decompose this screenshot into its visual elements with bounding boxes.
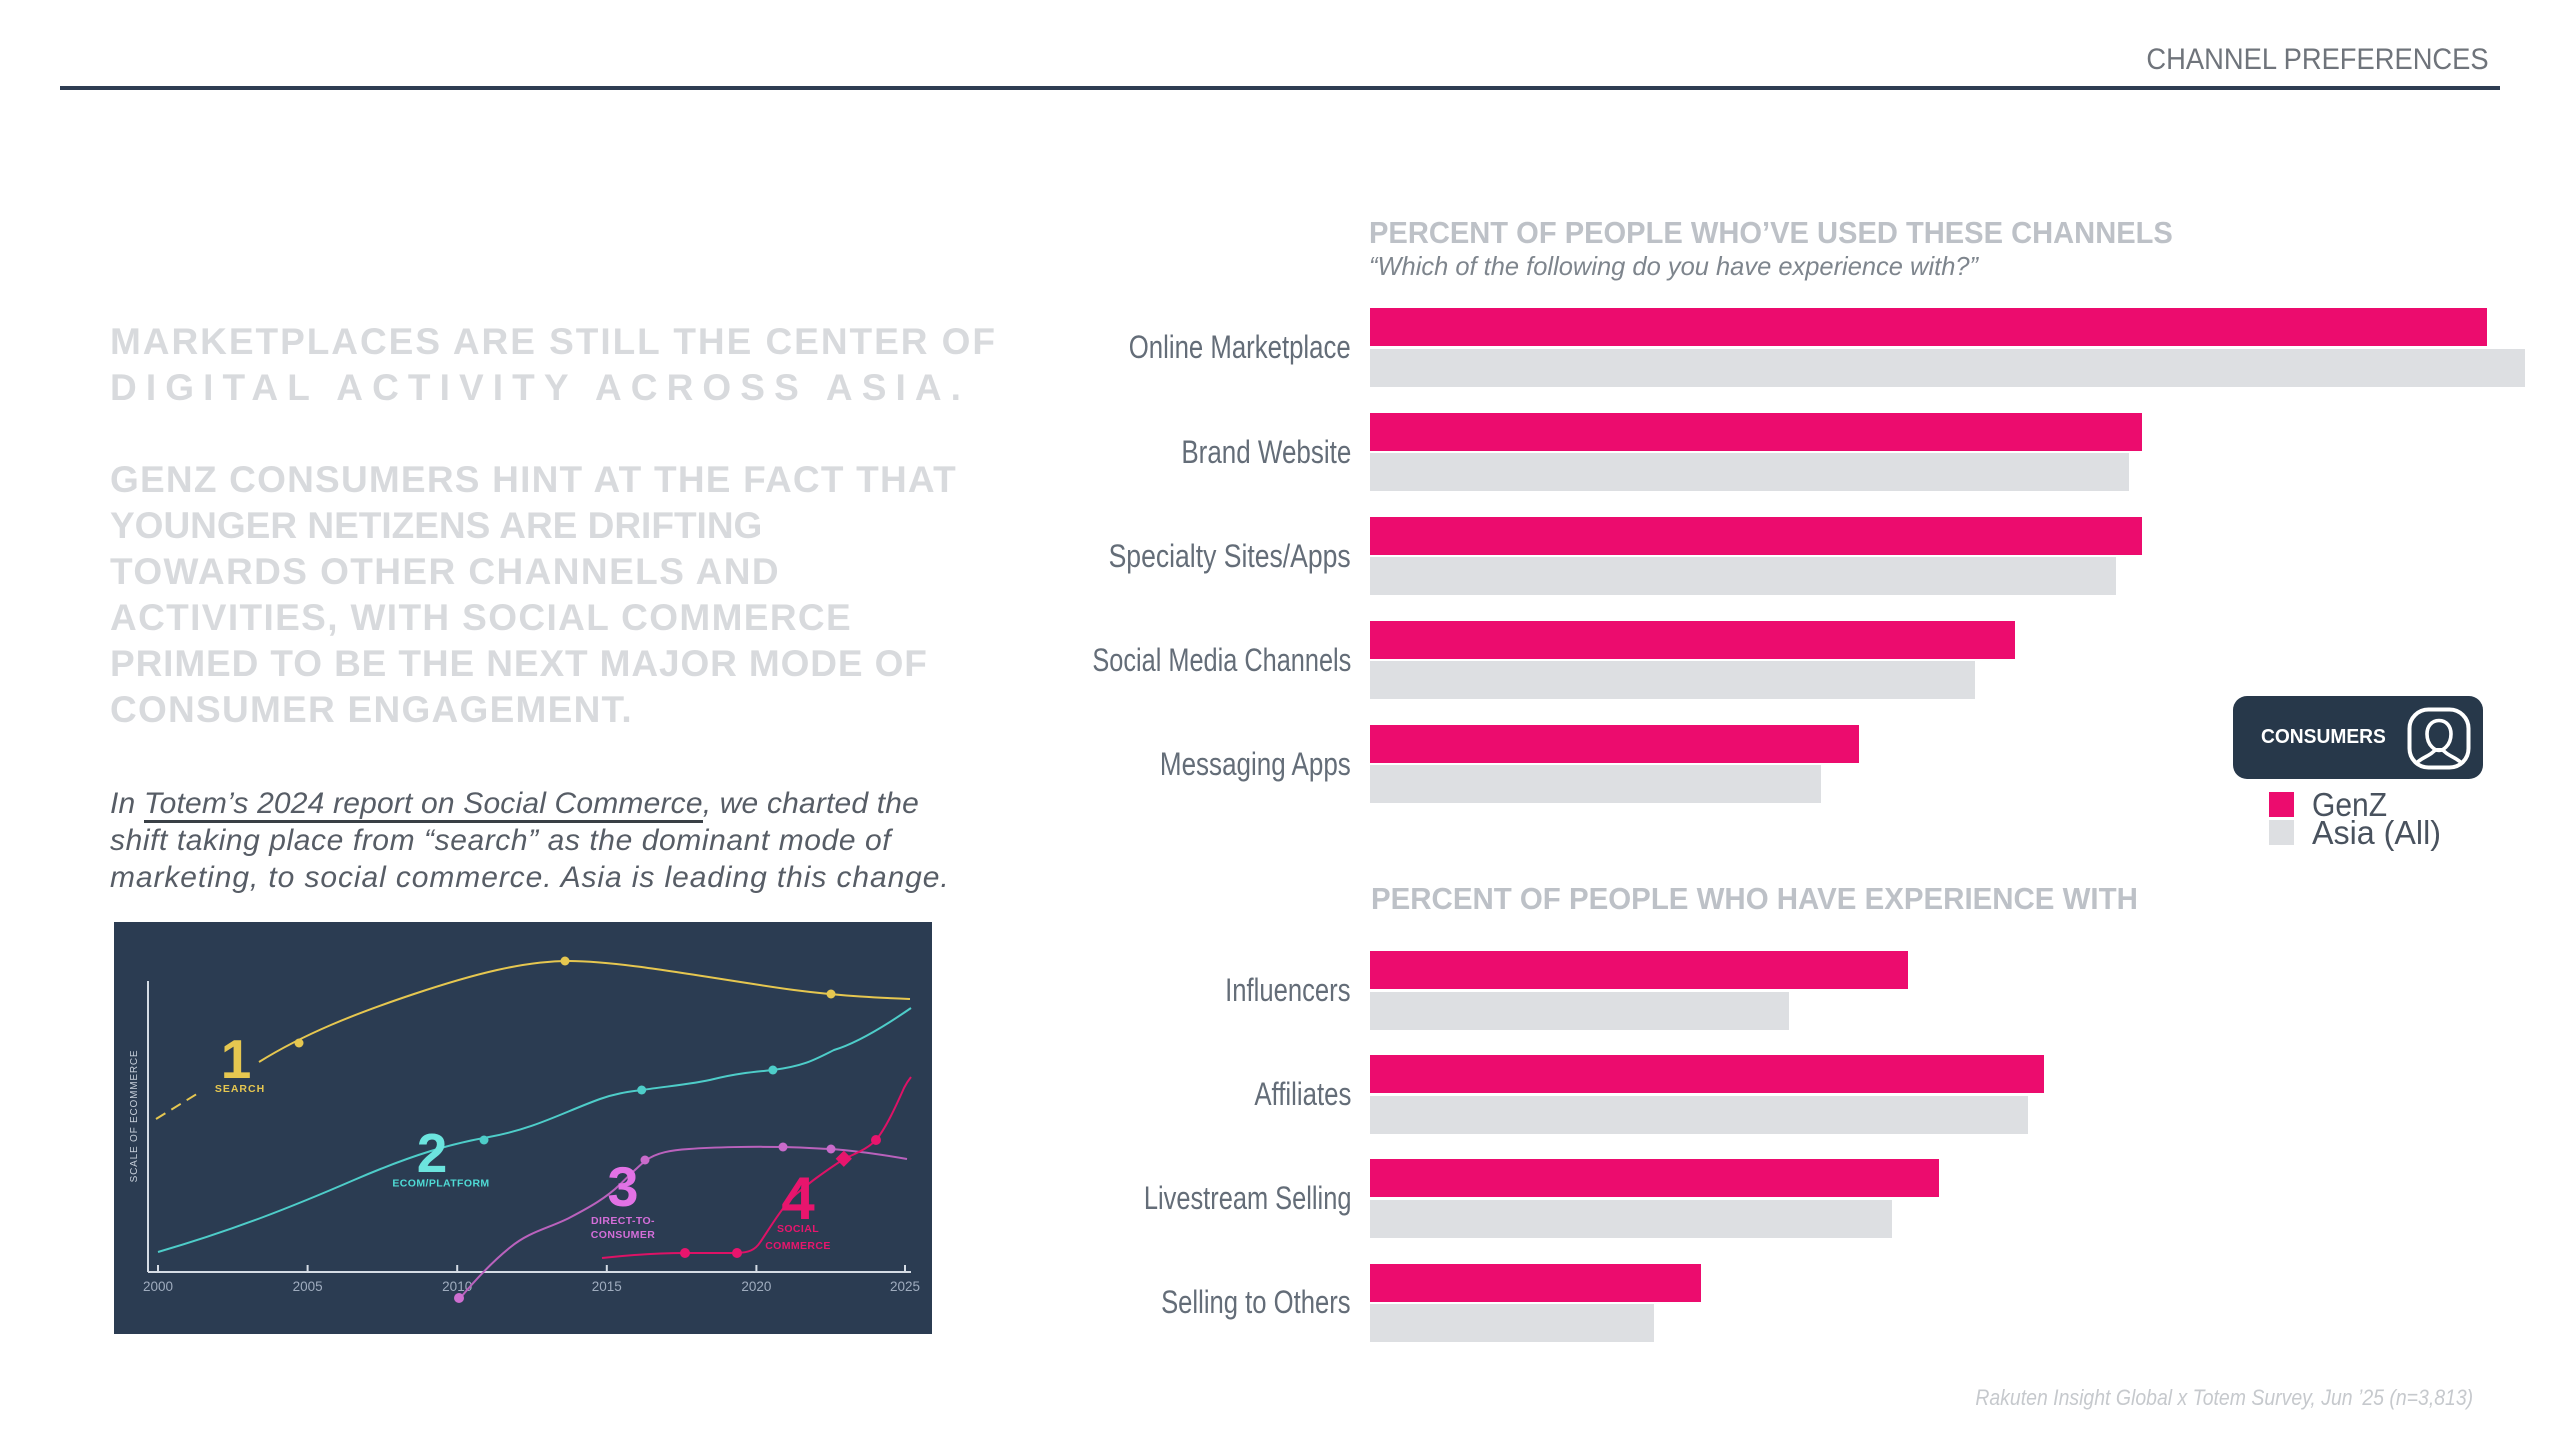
svg-text:2010: 2010 (442, 1279, 472, 1294)
svg-text:COMMERCE: COMMERCE (765, 1240, 831, 1252)
svg-text:2015: 2015 (592, 1279, 622, 1294)
svg-text:4: 4 (781, 1165, 815, 1232)
svg-text:CONSUMER: CONSUMER (591, 1229, 655, 1241)
svg-text:SEARCH: SEARCH (215, 1083, 265, 1095)
svg-text:1: 1 (221, 1028, 252, 1090)
svg-text:3: 3 (607, 1155, 638, 1218)
svg-text:2000: 2000 (143, 1279, 173, 1294)
svg-text:SOCIAL: SOCIAL (777, 1223, 819, 1235)
svg-text:2: 2 (417, 1122, 448, 1184)
svg-text:2025: 2025 (890, 1279, 920, 1294)
svg-text:SCALE OF ECOMMERCE: SCALE OF ECOMMERCE (129, 1050, 140, 1183)
svg-text:DIRECT-TO-: DIRECT-TO- (591, 1215, 655, 1227)
svg-text:2005: 2005 (293, 1279, 323, 1294)
svg-text:2020: 2020 (741, 1279, 771, 1294)
svg-text:ECOM/PLATFORM: ECOM/PLATFORM (392, 1178, 489, 1190)
